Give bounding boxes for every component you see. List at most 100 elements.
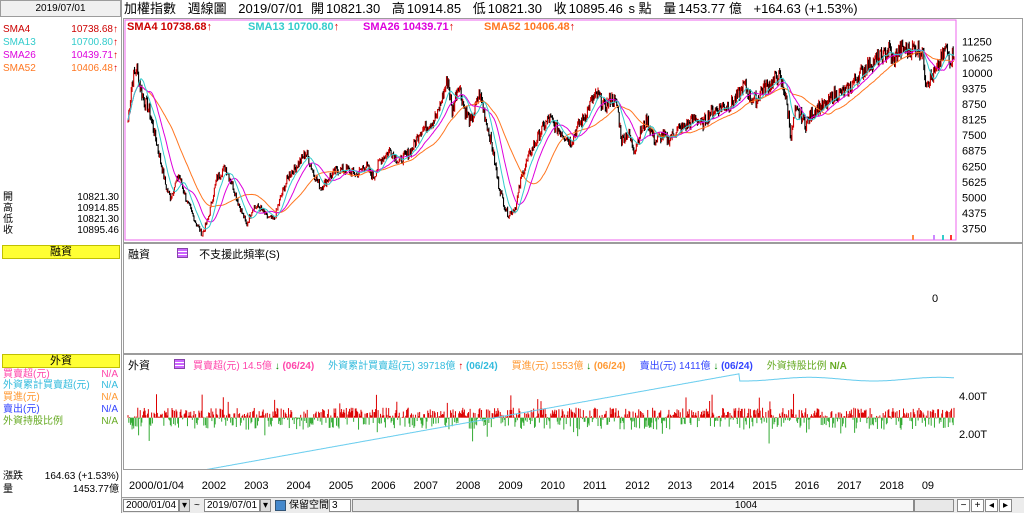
change-row: 量 1453.77億 bbox=[0, 483, 121, 496]
header-date: 2019/07/01 bbox=[238, 1, 304, 16]
y-tick-label: 7500 bbox=[962, 130, 986, 142]
zoom-out-icon[interactable]: − bbox=[957, 499, 970, 512]
ohlc-row: 開 10821.30 bbox=[0, 192, 121, 203]
keep-space-input[interactable]: 3 bbox=[329, 499, 351, 512]
margin-title-bar[interactable]: 融資 bbox=[2, 245, 120, 259]
up-arrow-icon: ↑ bbox=[333, 21, 340, 33]
margin-note: 不支援此頻率(S) bbox=[199, 249, 280, 261]
x-tick-label: 09 bbox=[922, 480, 934, 492]
ohlc-panel: 開 10821.30 高 10914.85 低 10821.30 收 10895.46 bbox=[0, 192, 121, 236]
sma-legend-text: SMA52 10406.48 bbox=[484, 21, 570, 33]
sma-legend-text: SMA4 10738.68 bbox=[127, 21, 207, 33]
from-date-dropdown-icon[interactable]: ▾ bbox=[179, 499, 190, 512]
ohlc-value: 10821.30 bbox=[77, 192, 119, 203]
up-arrow-icon: ↑ bbox=[113, 37, 118, 48]
ohlc-label: 開 bbox=[3, 192, 13, 203]
foreign-axis-label: 4.00T bbox=[959, 391, 987, 403]
scroll-thumb[interactable]: 1004 bbox=[578, 499, 914, 512]
y-tick-label: 6250 bbox=[962, 161, 986, 173]
plot-frame bbox=[124, 19, 957, 241]
event-marker bbox=[912, 235, 914, 240]
to-date-field[interactable]: 2019/07/01 bbox=[204, 499, 260, 512]
up-arrow-icon: ↑ bbox=[458, 361, 464, 372]
y-tick-label: 10000 bbox=[962, 68, 993, 80]
header-high: 10914.85 bbox=[406, 1, 462, 16]
sma-value: 10439.71↑ bbox=[71, 50, 118, 61]
scroll-left-track[interactable] bbox=[352, 499, 578, 512]
up-arrow-icon: ↑ bbox=[113, 24, 118, 35]
y-tick-label: 9375 bbox=[962, 83, 986, 95]
ohlc-label: 高 bbox=[3, 203, 13, 214]
sma-legend-item: SMA4 10738.68↑ bbox=[127, 21, 212, 33]
ohlc-label: 收 bbox=[3, 225, 13, 236]
foreign-panel[interactable]: 外資 買賣超(元) 14.5億 ↓ (06/24) 外資累計買賣超(元) 39718… bbox=[123, 354, 1023, 470]
y-tick-label: 5625 bbox=[962, 177, 986, 189]
foreign-legend-text: 買進(元) 1553億 bbox=[511, 361, 587, 372]
x-tick-label: 2018 bbox=[879, 480, 903, 492]
down-arrow-icon: ↓ bbox=[274, 361, 280, 372]
scroll-right-track[interactable] bbox=[914, 499, 954, 512]
change-volume-panel: 漲跌 164.63 (+1.53%) 量 1453.77億 bbox=[0, 470, 121, 496]
keep-space-label: 保留空間 bbox=[289, 500, 329, 511]
down-arrow-icon: ↓ bbox=[586, 361, 592, 372]
x-axis: 2000/01/04 2002 2003 2004 2005 2006 2007 2008 20… bbox=[129, 480, 934, 492]
sma-legend-text: SMA13 10700.80 bbox=[248, 21, 334, 33]
x-tick-label: 2015 bbox=[752, 480, 776, 492]
y-tick-label: 3750 bbox=[962, 224, 986, 236]
foreign-row-value: N/A bbox=[101, 416, 118, 427]
series-line-sma13 bbox=[127, 48, 954, 230]
down-arrow-icon: ↓ bbox=[713, 361, 719, 372]
change-value: 164.63 (+1.53%) bbox=[44, 471, 119, 482]
margin-panel[interactable]: 融資 不支援此頻率(S) 0 bbox=[123, 243, 1023, 354]
x-tick-label: 2013 bbox=[668, 480, 692, 492]
foreign-legend-date: (06/24) bbox=[591, 361, 626, 372]
margin-axis-zero: 0 bbox=[932, 293, 939, 305]
price-panel[interactable]: SMA4 10738.68↑ SMA13 10700.80↑ SMA26 10439… bbox=[123, 18, 1023, 243]
up-arrow-icon: ↑ bbox=[569, 21, 576, 33]
y-tick-label: 4375 bbox=[962, 208, 986, 220]
zoom-in-icon[interactable]: + bbox=[971, 499, 984, 512]
header-low: 10821.30 bbox=[487, 1, 542, 16]
header-vol-label: 量 bbox=[663, 1, 677, 16]
calendar-icon[interactable] bbox=[275, 500, 286, 511]
change-row: 漲跌 164.63 (+1.53%) bbox=[0, 470, 121, 483]
foreign-row-label: 買進(元) bbox=[3, 392, 40, 403]
foreign-legend: 外資 買賣超(元) 14.5億 ↓ (06/24) 外資累計買賣超(元) 39718… bbox=[128, 357, 861, 373]
chart-header: 加權指數 週線圖 2019/07/01 開 10821.30 高 10914.85 … bbox=[124, 0, 1024, 18]
x-tick-label: 2016 bbox=[795, 480, 819, 492]
date-box: 2019/07/01 bbox=[0, 0, 121, 17]
header-open: 10821.30 bbox=[326, 1, 381, 16]
scroll-left-icon[interactable]: ◂ bbox=[985, 499, 998, 512]
ohlc-label: 低 bbox=[3, 214, 13, 225]
sma-name: SMA13 bbox=[3, 37, 36, 48]
foreign-row: 外資持股比例 N/A bbox=[3, 416, 120, 428]
scroll-right-icon[interactable]: ▸ bbox=[999, 499, 1012, 512]
from-date-field[interactable]: 2000/01/04 bbox=[123, 499, 179, 512]
header-high-label: 高 bbox=[391, 1, 405, 16]
x-tick-label: 2003 bbox=[244, 480, 268, 492]
series-line-cumulative bbox=[206, 373, 954, 469]
x-tick-label: 2009 bbox=[498, 480, 522, 492]
x-tick-label: 2006 bbox=[371, 480, 395, 492]
to-date-dropdown-icon[interactable]: ▾ bbox=[260, 499, 271, 512]
x-tick-label: 2014 bbox=[710, 480, 734, 492]
list-icon[interactable] bbox=[177, 248, 189, 258]
ohlc-row: 低 10821.30 bbox=[0, 214, 121, 225]
sma-name: SMA26 bbox=[3, 50, 36, 61]
foreign-legend-text: 外資持股比例 bbox=[766, 361, 830, 372]
price-chart: 11250 10625 10000 9375 8750 8125 7500 6875 6250 5… bbox=[124, 19, 993, 241]
margin-title: 融資 bbox=[50, 246, 72, 258]
foreign-row-value: N/A bbox=[101, 369, 118, 380]
sma-row-sma4: SMA4 10738.68↑ bbox=[3, 23, 120, 36]
x-tick-label: 2004 bbox=[286, 480, 310, 492]
margin-label: 融資 bbox=[128, 249, 150, 261]
foreign-legend-date: N/A bbox=[829, 361, 847, 372]
left-info-column bbox=[0, 0, 122, 513]
sma-value: 10406.48↑ bbox=[71, 63, 118, 74]
foreign-title-bar[interactable]: 外資 bbox=[2, 354, 120, 368]
foreign-legend-item: 買賣超(元) 14.5億 ↓ (06/24) bbox=[193, 361, 314, 372]
list-icon[interactable] bbox=[174, 359, 185, 369]
event-marker bbox=[933, 235, 935, 240]
header-period: 週線圖 bbox=[187, 1, 227, 16]
header-vol: 1453.77 億 bbox=[678, 1, 742, 16]
